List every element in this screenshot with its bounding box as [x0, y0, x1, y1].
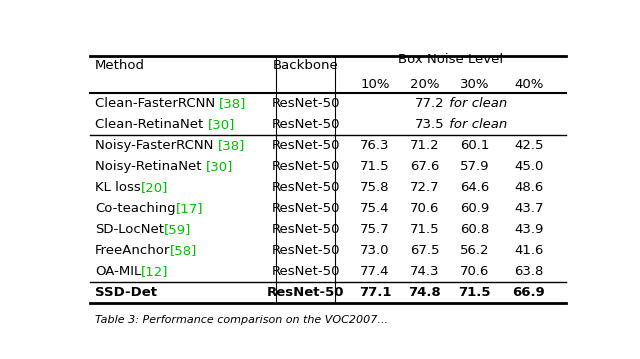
- Text: 43.9: 43.9: [514, 223, 543, 237]
- Text: 76.3: 76.3: [360, 139, 390, 153]
- Text: [30]: [30]: [205, 160, 233, 173]
- Text: [17]: [17]: [175, 202, 203, 215]
- Text: 77.1: 77.1: [359, 286, 392, 299]
- Text: Noisy-FasterRCNN: Noisy-FasterRCNN: [95, 139, 218, 153]
- Text: 60.9: 60.9: [460, 202, 489, 215]
- Text: 74.3: 74.3: [410, 265, 440, 279]
- Text: ResNet-50: ResNet-50: [271, 97, 340, 111]
- Text: OA-MIL: OA-MIL: [95, 265, 141, 279]
- Text: 43.7: 43.7: [514, 202, 543, 215]
- Text: 71.5: 71.5: [410, 223, 440, 237]
- Text: 67.6: 67.6: [410, 160, 440, 173]
- Text: 71.2: 71.2: [410, 139, 440, 153]
- Text: 20%: 20%: [410, 78, 440, 91]
- Text: [38]: [38]: [218, 139, 245, 153]
- Text: 56.2: 56.2: [460, 244, 489, 257]
- Text: ResNet-50: ResNet-50: [271, 181, 340, 195]
- Text: [12]: [12]: [141, 265, 168, 279]
- Text: [38]: [38]: [220, 97, 246, 111]
- Text: 60.1: 60.1: [460, 139, 489, 153]
- Text: Clean-RetinaNet: Clean-RetinaNet: [95, 118, 207, 131]
- Text: [58]: [58]: [170, 244, 198, 257]
- Text: ResNet-50: ResNet-50: [271, 118, 340, 131]
- Text: 75.7: 75.7: [360, 223, 390, 237]
- Text: ResNet-50: ResNet-50: [271, 139, 340, 153]
- Text: Method: Method: [95, 59, 145, 72]
- Text: Table 3: Performance comparison on the VOC2007...: Table 3: Performance comparison on the V…: [95, 314, 388, 325]
- Text: Noisy-RetinaNet: Noisy-RetinaNet: [95, 160, 205, 173]
- Text: 74.8: 74.8: [408, 286, 441, 299]
- Text: 64.6: 64.6: [460, 181, 489, 195]
- Text: [30]: [30]: [207, 118, 235, 131]
- Text: 41.6: 41.6: [514, 244, 543, 257]
- Text: ResNet-50: ResNet-50: [271, 160, 340, 173]
- Text: 67.5: 67.5: [410, 244, 440, 257]
- Text: ResNet-50: ResNet-50: [271, 223, 340, 237]
- Text: 73.5: 73.5: [415, 118, 445, 131]
- Text: ResNet-50: ResNet-50: [271, 265, 340, 279]
- Text: 72.7: 72.7: [410, 181, 440, 195]
- Text: [59]: [59]: [164, 223, 191, 237]
- Text: [20]: [20]: [141, 181, 168, 195]
- Text: FreeAnchor: FreeAnchor: [95, 244, 170, 257]
- Text: Backbone: Backbone: [273, 59, 339, 72]
- Text: 63.8: 63.8: [514, 265, 543, 279]
- Text: 45.0: 45.0: [514, 160, 543, 173]
- Text: 60.8: 60.8: [460, 223, 489, 237]
- Text: ResNet-50: ResNet-50: [267, 286, 344, 299]
- Text: 77.2: 77.2: [415, 97, 445, 111]
- Text: 71.5: 71.5: [360, 160, 390, 173]
- Text: KL loss: KL loss: [95, 181, 141, 195]
- Text: ResNet-50: ResNet-50: [271, 202, 340, 215]
- Text: 70.6: 70.6: [460, 265, 489, 279]
- Text: 77.4: 77.4: [360, 265, 390, 279]
- Text: 66.9: 66.9: [513, 286, 545, 299]
- Text: 73.0: 73.0: [360, 244, 390, 257]
- Text: 71.5: 71.5: [458, 286, 491, 299]
- Text: 30%: 30%: [460, 78, 489, 91]
- Text: 40%: 40%: [514, 78, 543, 91]
- Text: 75.8: 75.8: [360, 181, 390, 195]
- Text: SD-LocNet: SD-LocNet: [95, 223, 164, 237]
- Text: 75.4: 75.4: [360, 202, 390, 215]
- Text: SSD-Det: SSD-Det: [95, 286, 157, 299]
- Text: Box Noise Level: Box Noise Level: [398, 53, 503, 66]
- Text: for clean: for clean: [445, 118, 507, 131]
- Text: Clean-FasterRCNN: Clean-FasterRCNN: [95, 97, 220, 111]
- Text: 48.6: 48.6: [515, 181, 543, 195]
- Text: 57.9: 57.9: [460, 160, 489, 173]
- Text: for clean: for clean: [445, 97, 507, 111]
- Text: Co-teaching: Co-teaching: [95, 202, 175, 215]
- Text: 10%: 10%: [360, 78, 390, 91]
- Text: 42.5: 42.5: [514, 139, 543, 153]
- Text: ResNet-50: ResNet-50: [271, 244, 340, 257]
- Text: 70.6: 70.6: [410, 202, 440, 215]
